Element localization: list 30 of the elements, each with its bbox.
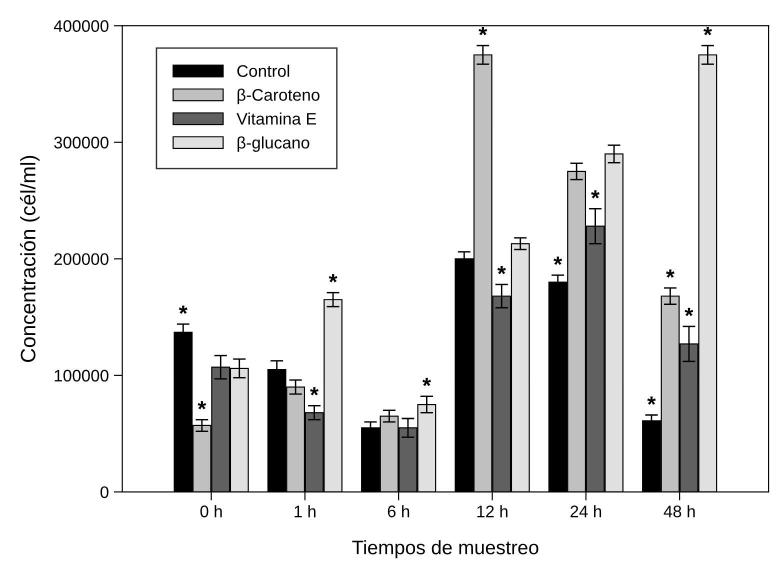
y-tick-label: 200000 [54, 253, 108, 266]
legend-label: Control [237, 64, 290, 77]
data-label: * [591, 190, 600, 198]
y-axis-title: Concentración (cél/ml) [20, 156, 40, 362]
data-label: * [666, 269, 675, 278]
x-tick-label: 48 h [664, 505, 695, 518]
data-label: * [198, 401, 206, 410]
y-tick-label: 0 [100, 486, 108, 498]
data-label: * [328, 274, 338, 282]
data-label: * [554, 256, 562, 265]
x-axis-title: Tiempos de muestreo [352, 540, 538, 558]
data-label: * [178, 306, 188, 314]
y-tick-label: 100000 [54, 370, 108, 382]
legend-label: Vitamina E [236, 112, 316, 125]
x-tick-label: 12 h [477, 505, 508, 518]
data-label: * [497, 266, 506, 274]
data-label: * [684, 308, 694, 316]
data-label: * [703, 27, 712, 36]
x-tick-label: 1 h [294, 505, 316, 518]
data-label: * [422, 378, 432, 386]
y-tick-label: 400000 [54, 20, 108, 32]
legend-label: β-glucano [238, 136, 310, 152]
x-tick-label: 24 h [570, 505, 602, 518]
y-tick-label: 300000 [54, 136, 108, 148]
data-label: * [647, 396, 656, 405]
legend-label: β-Caroteno [238, 88, 320, 104]
x-tick-label: 6 h [388, 505, 410, 518]
data-label: * [310, 387, 319, 396]
x-tick-label: 0 h [200, 505, 222, 518]
data-label: * [478, 27, 488, 36]
